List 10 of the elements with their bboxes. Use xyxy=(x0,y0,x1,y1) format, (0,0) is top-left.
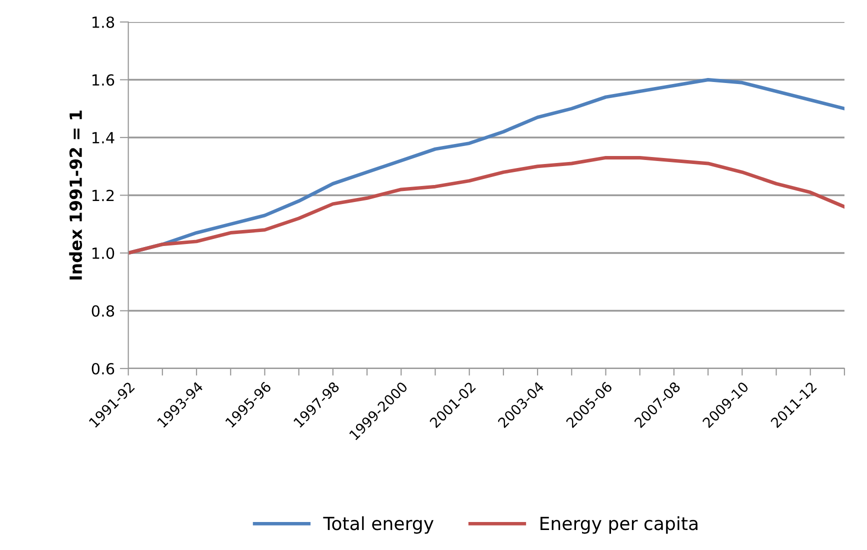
y-tick-label: 1.0 xyxy=(92,247,114,260)
y-tick-label: 1.4 xyxy=(92,132,114,144)
legend-label: Energy per capita xyxy=(540,516,698,534)
y-tick-label: 1.6 xyxy=(92,74,114,86)
legend-label: Total energy xyxy=(323,516,434,534)
y-tick-label: 0.6 xyxy=(92,362,114,375)
y-tick-label: 1.2 xyxy=(92,190,114,202)
y-axis-title: Index 1991-92 = 1 xyxy=(69,110,82,280)
y-tick-label: 1.8 xyxy=(92,16,114,28)
y-tick-label: 0.8 xyxy=(92,305,114,317)
